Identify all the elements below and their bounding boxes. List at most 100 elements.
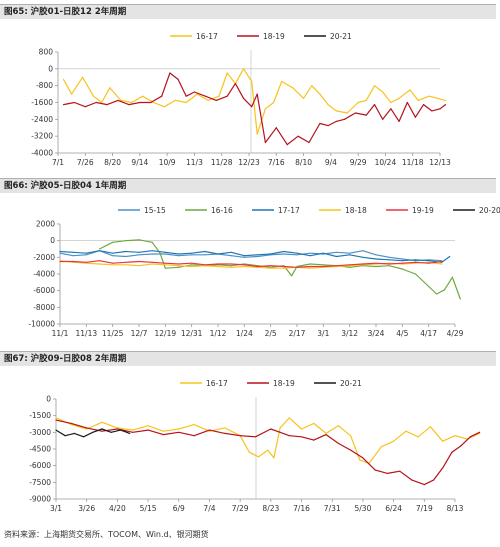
series-16-17-segment: [380, 440, 395, 448]
series-16-17-segment: [264, 101, 275, 110]
series-19-19-segment: [256, 265, 272, 268]
series-17-17-segment: [283, 250, 298, 254]
series-17-17-segment: [388, 259, 403, 262]
x-tick-label: 7/4: [203, 504, 215, 513]
y-tick-label: -4500: [29, 445, 51, 454]
series-18-19-segment: [150, 95, 163, 104]
x-tick-label: 12/7: [131, 329, 148, 338]
series-17-17-segment: [217, 251, 232, 255]
series-16-16-segment: [388, 265, 403, 270]
series-19-19-segment: [125, 260, 140, 263]
series-16-17-segment: [373, 85, 384, 93]
series-18-19-segment: [242, 97, 253, 108]
x-tick-label: 12/19: [155, 329, 177, 338]
series-16-17-segment: [120, 99, 133, 104]
series-18-19-segment: [343, 112, 356, 120]
series-17-17-segment: [362, 256, 377, 260]
x-tick-label: 12/31: [181, 329, 203, 338]
series-18-19-segment: [288, 435, 303, 438]
series-16-16-segment: [159, 252, 166, 269]
series-16-17-segment: [218, 72, 228, 97]
series-18-19-segment: [460, 436, 471, 447]
series-19-19-segment: [138, 260, 153, 263]
series-16-17-segment: [417, 95, 430, 102]
series-19-19-segment: [349, 263, 364, 266]
series-18-18-segment: [164, 264, 180, 267]
series-18-18-segment: [322, 265, 338, 268]
chart-65-svg: 16-17 18-19 20-21 800 0 -800 -1600 -2400 -3200 -4…: [31, 32, 451, 167]
series-15-15-segment: [230, 255, 245, 258]
series-18-18-segment: [138, 263, 153, 267]
series-18-19-segment: [300, 436, 315, 441]
series-17-17-segment: [98, 250, 114, 254]
x-tick-label: 4/29: [447, 329, 464, 338]
series-17-17-segment: [112, 250, 127, 254]
series-17-17-segment: [270, 250, 285, 255]
series-15-15-segment: [283, 253, 298, 256]
series-18-19-segment: [365, 103, 376, 116]
y-tick-label: -6000: [29, 461, 51, 470]
series-17-17-segment: [401, 259, 417, 262]
series-18-19-segment: [62, 101, 76, 106]
x-tick-label: 8/20: [104, 158, 121, 167]
y-tick-label: 0: [48, 64, 53, 73]
series-17-17-segment: [151, 250, 166, 253]
chart-67-svg: 16-17 18-19 20-21 0 -1500 -3000 -4500 -6000 -750…: [29, 379, 481, 513]
x-tick-label: 9/29: [350, 158, 367, 167]
series-16-16-segment: [138, 239, 153, 243]
series-15-15-segment: [164, 253, 180, 257]
y-tick-label: -2400: [31, 115, 53, 124]
x-tick-label: 5/30: [355, 504, 372, 513]
series-19-19-segment: [283, 265, 298, 268]
series-18-19-segment: [117, 99, 130, 106]
y-tick-label: 2000: [36, 220, 55, 229]
series-18-19-segment: [55, 419, 72, 425]
series-18-19-segment: [398, 101, 408, 123]
series-16-17-segment: [300, 422, 315, 430]
series-19-19-segment: [388, 262, 403, 265]
series-17-17-segment: [138, 250, 153, 253]
series-16-17-segment: [335, 110, 348, 114]
series-20-21-segment: [82, 431, 94, 438]
series-19-19-segment: [401, 261, 417, 264]
series-16-17-segment: [267, 449, 275, 459]
series-15-15-segment: [362, 250, 377, 256]
series-16-17-segment: [234, 68, 245, 85]
y-tick-label: -800: [36, 81, 53, 90]
x-tick-label: 7/19: [416, 504, 433, 513]
x-tick-label: 1/12: [210, 329, 227, 338]
series-18-19-segment: [106, 99, 119, 106]
series-18-19-segment: [431, 108, 441, 112]
series-16-17-segment: [279, 417, 290, 429]
series-18-19-segment: [354, 112, 367, 116]
series-16-17-segment: [454, 435, 468, 440]
series-18-19-segment: [132, 429, 149, 433]
x-tick-label: 8/23: [262, 504, 279, 513]
series-18-18-segment: [243, 265, 259, 268]
series-16-17-segment: [292, 87, 305, 99]
series-18-19-segment: [73, 101, 86, 108]
series-16-16-segment: [291, 265, 298, 277]
series-16-17-segment: [398, 89, 411, 99]
series-18-19-segment: [313, 433, 327, 441]
series-16-17-segment: [325, 425, 339, 435]
series-18-18-segment: [309, 266, 324, 269]
series-18-19-segment: [234, 82, 245, 99]
legend-label: 16-17: [206, 379, 228, 388]
series-15-15-segment: [388, 256, 403, 260]
series-17-17-segment: [72, 251, 87, 254]
series-18-19-segment: [95, 101, 108, 106]
x-tick-label: 6/9: [173, 504, 185, 513]
series-16-16-segment: [309, 263, 324, 266]
series-16-17-segment: [288, 417, 303, 430]
series-16-17-segment: [185, 93, 198, 104]
legend-label: 16-16: [211, 206, 233, 215]
legend-label: 20-21: [330, 32, 352, 41]
series-20-21-segment: [110, 429, 122, 433]
series-19-19-segment: [428, 260, 443, 264]
series-16-17-segment: [390, 97, 400, 104]
series-17-17-segment: [375, 258, 390, 261]
y-tick-label: -1500: [29, 411, 51, 420]
series-18-19-segment: [411, 479, 425, 486]
series-16-17-segment: [429, 426, 444, 442]
